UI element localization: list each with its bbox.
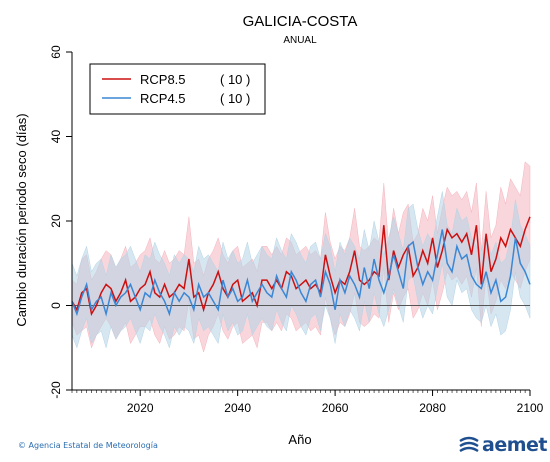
- legend-box: [89, 63, 266, 115]
- x-axis-label: Año: [288, 432, 311, 447]
- x-tick-label: 2080: [419, 401, 446, 415]
- y-tick-label: 40: [49, 130, 63, 144]
- y-axis-label: Cambio duración periodo seco (días): [14, 113, 29, 326]
- legend-label-rcp85: RCP8.5: [140, 72, 186, 87]
- series-line-rcp85: [71, 216, 531, 317]
- legend-count-rcp45: ( 10 ): [220, 91, 250, 106]
- legend-label-rcp45: RCP4.5: [140, 91, 186, 106]
- band-rcp45: [71, 191, 531, 349]
- series-line-rcp45: [71, 229, 531, 317]
- x-tick-label: 2020: [127, 401, 154, 415]
- legend: RCP8.5 ( 10 ) RCP4.5 ( 10 ): [89, 63, 266, 115]
- aemet-logo: aemet: [458, 433, 548, 457]
- aemet-logo-text: aemet: [482, 434, 547, 456]
- chart-title: GALICIA-COSTA: [243, 13, 358, 30]
- chart-subtitle: ANUAL: [283, 35, 317, 46]
- y-tick-label: 0: [49, 302, 63, 309]
- x-tick-label: 2040: [224, 401, 251, 415]
- y-tick-label: -20: [49, 381, 63, 399]
- aemet-logo-icon: [459, 436, 479, 453]
- legend-count-rcp85: ( 10 ): [220, 72, 250, 87]
- x-tick-label: 2060: [322, 401, 349, 415]
- credit-text: © Agencia Estatal de Meteorología: [18, 441, 158, 450]
- y-tick-label: 20: [49, 214, 63, 228]
- y-tick-label: 60: [49, 45, 63, 59]
- x-tick-label: 2100: [517, 401, 544, 415]
